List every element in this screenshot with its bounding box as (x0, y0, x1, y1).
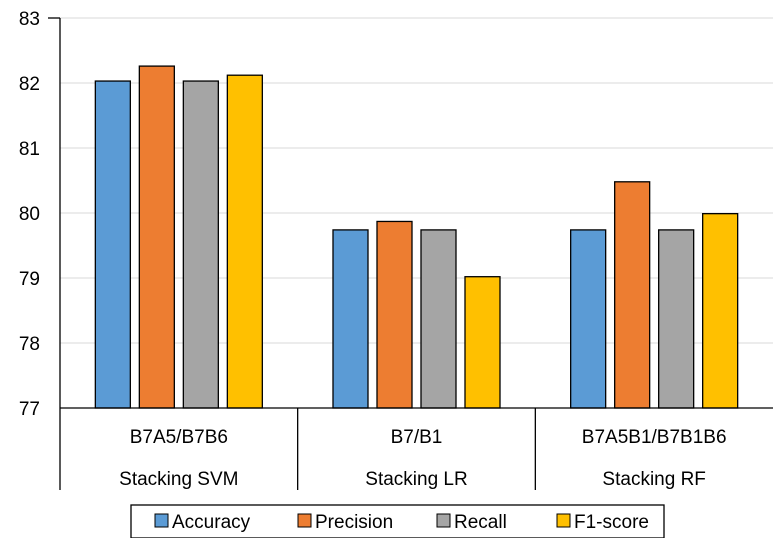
legend-label-f1-score: F1-score (574, 512, 649, 533)
y-tick-label: 82 (19, 74, 40, 95)
legend-swatch-accuracy (154, 513, 169, 528)
x-category-label: B7/B1 (391, 427, 443, 448)
legend: Accuracy Precision Recall F1-score (130, 504, 665, 538)
bar-accuracy-1 (332, 229, 369, 409)
y-tick-label: 77 (19, 399, 40, 420)
x-axis-category-labels: B7A5/B7B6 Stacking SVM B7/B1 Stacking LR B7A… (119, 427, 726, 490)
y-tick-label: 78 (19, 334, 40, 355)
y-axis-tick-labels: 77 78 79 80 81 82 83 (19, 9, 40, 420)
legend-label-accuracy: Accuracy (172, 512, 251, 533)
bar-f1-score-0 (226, 74, 263, 409)
legend-label-precision: Precision (315, 512, 393, 533)
bars (94, 65, 739, 409)
y-tick-label: 81 (19, 139, 40, 160)
legend-swatch-f1-score (556, 513, 571, 528)
bar-accuracy-0 (94, 80, 131, 409)
legend-swatch-precision (297, 513, 312, 528)
bar-accuracy-2 (570, 229, 607, 409)
bar-f1-score-1 (464, 276, 501, 409)
y-tick-label: 79 (19, 269, 40, 290)
x-group-label: Stacking SVM (119, 469, 238, 490)
y-tick-label: 80 (19, 204, 40, 225)
bar-recall-1 (420, 229, 457, 409)
x-category-label: B7A5B1/B7B1B6 (582, 427, 727, 448)
axes (48, 17, 773, 490)
y-tick-label: 83 (19, 9, 40, 30)
bar-precision-2 (614, 181, 651, 409)
x-category-label: B7A5/B7B6 (130, 427, 228, 448)
bar-f1-score-2 (702, 212, 739, 409)
legend-label-recall: Recall (454, 512, 507, 533)
gridlines (60, 17, 773, 344)
legend-box (130, 504, 665, 538)
bar-precision-0 (138, 65, 175, 409)
x-group-label: Stacking RF (602, 469, 705, 490)
bar-precision-1 (376, 220, 413, 409)
bar-recall-0 (182, 80, 219, 409)
x-group-label: Stacking LR (365, 469, 467, 490)
legend-swatch-recall (436, 513, 451, 528)
bar-recall-2 (658, 229, 695, 409)
